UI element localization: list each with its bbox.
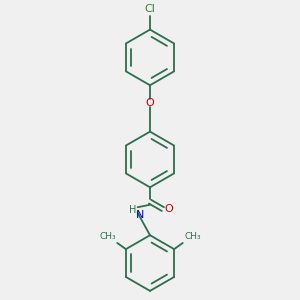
Text: N: N [136, 210, 144, 220]
Text: H: H [129, 205, 136, 215]
Text: O: O [146, 98, 154, 108]
Text: CH₃: CH₃ [99, 232, 116, 242]
Text: O: O [165, 204, 173, 214]
Text: CH₃: CH₃ [184, 232, 201, 242]
Text: Cl: Cl [145, 4, 155, 14]
